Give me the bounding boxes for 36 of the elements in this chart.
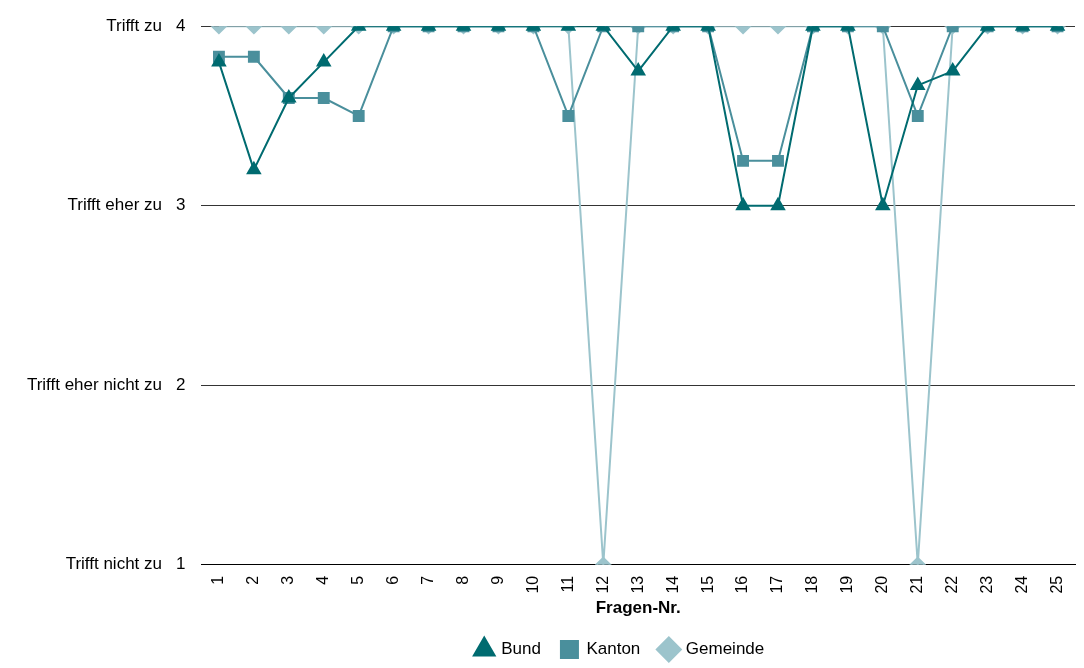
y-tick-label: 3: [175, 195, 186, 215]
x-tick-label: 21: [908, 575, 926, 594]
x-tick-label: 13: [628, 575, 646, 594]
y-tick-label: 4: [175, 15, 186, 35]
x-tick-label: 17: [768, 575, 786, 594]
x-tick-label: 14: [663, 575, 681, 594]
x-tick-label: 10: [523, 575, 541, 594]
x-tick-label: 22: [943, 575, 961, 594]
x-tick-label: 11: [558, 575, 576, 593]
x-tick-label: 7: [418, 575, 436, 585]
x-tick-label: 9: [488, 575, 506, 585]
text: Trifft zu: [106, 15, 162, 35]
x-axis-title: Fragen-Nr.: [595, 598, 681, 618]
text: Trifft nicht zu: [65, 554, 162, 574]
x-tick-label: 15: [698, 575, 716, 594]
x-tick-label: 2: [244, 575, 262, 585]
x-tick-label: 16: [733, 575, 751, 594]
x-tick-label: 8: [453, 575, 471, 585]
legend-label: Bund: [501, 639, 541, 659]
x-tick-label: 5: [349, 575, 367, 585]
x-tick-label: 25: [1047, 575, 1065, 594]
x-tick-label: 6: [384, 575, 402, 585]
text: Trifft eher zu: [67, 195, 162, 215]
x-tick-label: 1: [209, 575, 227, 585]
text: Trifft eher nicht zu: [26, 374, 162, 394]
x-tick-label: 24: [1012, 575, 1030, 594]
x-tick-label: 23: [978, 575, 996, 594]
x-tick-label: 4: [314, 575, 332, 585]
x-tick-label: 19: [838, 575, 856, 594]
x-tick-label: 12: [593, 575, 611, 594]
x-tick-label: 20: [873, 575, 891, 594]
x-tick-label: 3: [279, 575, 297, 585]
legend-label: Kanton: [586, 639, 641, 659]
y-tick-label: 2: [175, 374, 186, 394]
legend-label: Gemeinde: [685, 639, 765, 659]
x-tick-label: 18: [803, 575, 821, 594]
